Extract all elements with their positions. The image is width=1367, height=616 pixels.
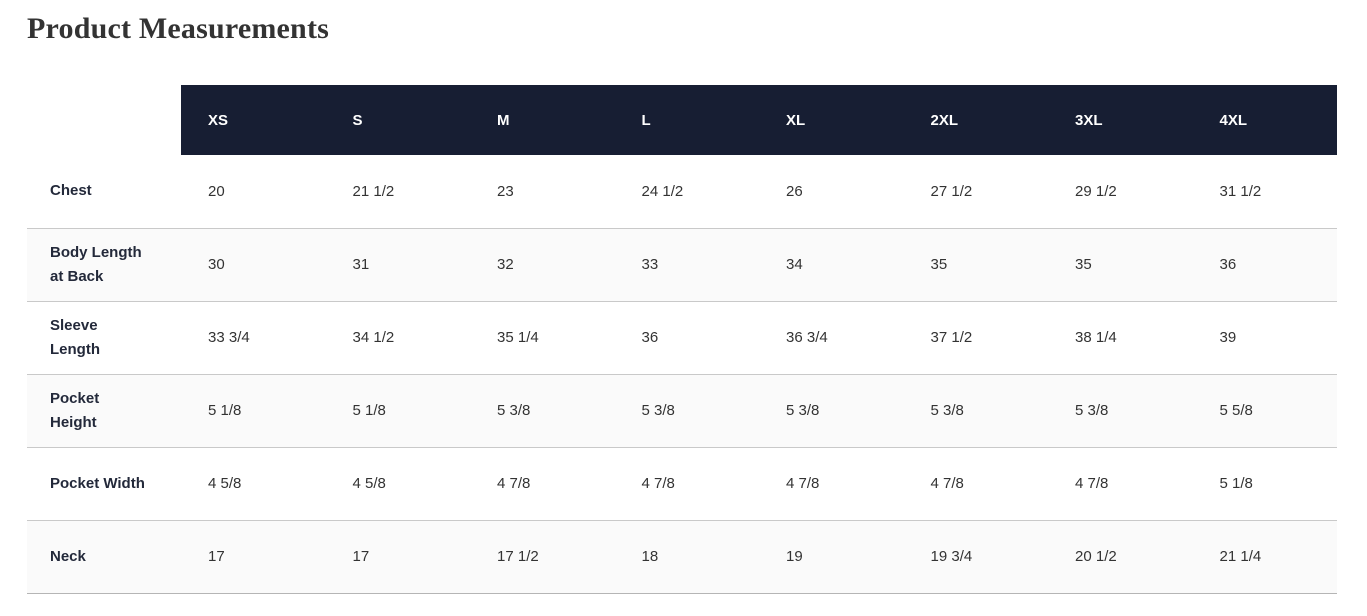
size-header-s: S — [325, 85, 470, 155]
corner-cell — [27, 85, 181, 155]
measurement-cell: 4 5/8 — [208, 475, 242, 492]
measurement-cell: 32 — [497, 256, 514, 273]
row-label: Pocket Height — [50, 389, 100, 431]
measurement-cell: 35 1/4 — [497, 329, 539, 346]
measurement-cell: 20 — [208, 182, 225, 200]
measurement-cell: 4 7/8 — [497, 475, 531, 492]
size-header-xl: XL — [759, 85, 904, 155]
size-header-xs: XS — [181, 85, 326, 155]
measurement-cell: 31 1/2 — [1219, 182, 1262, 200]
table-row-pocket-width: Pocket Width 4 5/8 4 5/8 4 7/8 4 7/8 4 7… — [27, 447, 1337, 520]
size-header-2xl: 2XL — [903, 85, 1048, 155]
measurement-cell: 34 1/2 — [352, 329, 395, 346]
measurement-cell: 4 7/8 — [641, 475, 675, 492]
measurement-cell: 5 1/8 — [352, 402, 386, 419]
measurement-cell: 30 — [208, 256, 225, 273]
page-title: Product Measurements — [27, 12, 330, 45]
measurement-cell: 5 3/8 — [1075, 402, 1109, 419]
measurement-cell: 37 1/2 — [930, 329, 973, 346]
table-row-chest: Chest 20 21 1/2 23 24 1/2 26 27 1/2 29 1… — [27, 155, 1337, 228]
size-header-3xl: 3XL — [1048, 85, 1193, 155]
size-chart-table: XS S M L XL 2XL 3XL 4XL Chest 20 21 1/2 … — [27, 85, 1337, 594]
measurement-cell: 33 — [641, 256, 659, 273]
table-row-sleeve-length: Sleeve Length 33 3/4 34 1/2 35 1/4 36 36… — [27, 301, 1337, 374]
size-header-l: L — [614, 85, 759, 155]
measurement-cell: 5 3/8 — [930, 402, 964, 419]
size-header-4xl: 4XL — [1192, 85, 1337, 155]
row-label: Sleeve Length — [50, 316, 100, 358]
table-row-pocket-height: Pocket Height 5 1/8 5 1/8 5 3/8 5 3/8 5 … — [27, 374, 1337, 447]
measurement-cell: 36 3/4 — [786, 329, 828, 346]
row-label: Neck — [50, 547, 86, 565]
measurement-cell: 5 3/8 — [786, 402, 820, 419]
measurement-cell: 4 7/8 — [786, 475, 820, 492]
measurement-cell: 5 1/8 — [208, 402, 242, 419]
measurement-cell: 21 1/4 — [1219, 548, 1262, 565]
measurement-cell: 36 — [1219, 256, 1237, 273]
measurement-cell: 5 5/8 — [1219, 402, 1253, 419]
measurement-cell: 36 — [641, 329, 659, 346]
measurement-cell: 23 — [497, 182, 514, 200]
measurement-cell: 27 1/2 — [930, 182, 973, 200]
measurement-cell: 26 — [786, 182, 803, 200]
measurement-cell: 17 1/2 — [497, 548, 539, 565]
measurement-cell: 20 1/2 — [1075, 548, 1117, 565]
measurement-cell: 19 3/4 — [930, 548, 973, 565]
measurement-cell: 17 — [352, 548, 370, 565]
measurement-cell: 5 3/8 — [497, 402, 531, 419]
measurement-cell: 31 — [352, 256, 370, 273]
row-label: Body Length at Back — [50, 243, 142, 285]
measurement-cell: 18 — [641, 548, 659, 565]
row-label: Pocket Width — [50, 474, 145, 492]
measurement-cell: 34 — [786, 256, 803, 273]
measurement-cell: 21 1/2 — [352, 182, 395, 200]
measurement-cell: 33 3/4 — [208, 329, 250, 346]
measurement-cell: 19 — [786, 548, 803, 565]
measurement-cell: 5 3/8 — [641, 402, 675, 419]
measurement-cell: 38 1/4 — [1075, 329, 1117, 346]
row-label: Chest — [50, 182, 92, 200]
measurement-cell: 4 5/8 — [352, 475, 386, 492]
measurement-cell: 35 — [1075, 256, 1092, 273]
measurement-cell: 17 — [208, 548, 225, 565]
measurement-cell: 4 7/8 — [930, 475, 964, 492]
measurement-cell: 24 1/2 — [641, 182, 684, 200]
size-header-row: XS S M L XL 2XL 3XL 4XL — [27, 85, 1337, 155]
table-row-neck: Neck 17 17 17 1/2 18 19 19 3/4 20 1/2 21… — [27, 520, 1337, 593]
measurement-cell: 29 1/2 — [1075, 182, 1117, 200]
size-header-m: M — [470, 85, 615, 155]
measurement-cell: 4 7/8 — [1075, 475, 1109, 492]
table-row-body-length: Body Length at Back 30 31 32 33 34 35 35… — [27, 228, 1337, 301]
measurement-cell: 5 1/8 — [1219, 475, 1253, 492]
measurement-cell: 39 — [1219, 329, 1237, 346]
measurement-cell: 35 — [930, 256, 948, 273]
